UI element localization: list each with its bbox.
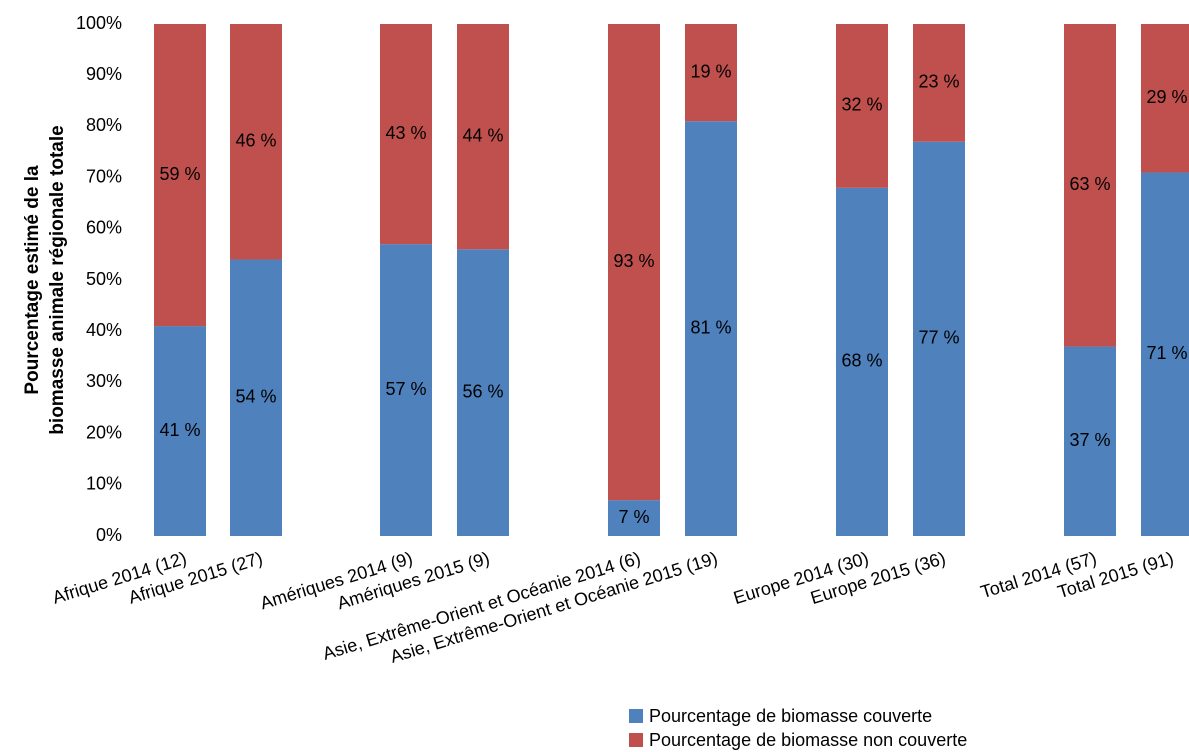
bar-segment-not-covered [380,24,432,245]
y-axis-title: Pourcentage estimé de la biomasse animale… [22,125,68,434]
y-axis-ticks: 0% 10% 20% 30% 40% 50% 60% 70% 80% 90% 100% [76,13,122,545]
data-label-covered: 37 % [1069,430,1110,450]
bar-segment-covered [457,249,509,536]
bar-segment-not-covered [457,24,509,250]
legend-swatch-not-covered [629,733,643,747]
data-label-covered: 7 % [618,507,649,527]
bar-segment-covered [836,187,888,536]
legend-item-not-covered: Pourcentage de biomasse non couverte [629,728,967,752]
data-label-covered: 71 % [1146,343,1187,363]
data-label-covered: 41 % [159,420,200,440]
bar-segment-covered [1064,346,1116,536]
bar-segment-covered [608,500,660,536]
bar-segment-not-covered [913,24,965,142]
bar-segment-not-covered [836,24,888,188]
data-label-not-covered: 59 % [159,164,200,184]
data-label-not-covered: 46 % [235,131,276,151]
bar-segment-covered [685,121,737,536]
data-label-not-covered: 44 % [462,125,503,145]
y-axis-title-line-2: biomasse animale régionale totale [47,125,68,434]
bar-segment-covered [913,141,965,536]
y-tick-label: 100% [76,13,122,33]
y-axis-title-line-1: Pourcentage estimé de la [22,165,43,395]
y-tick-label: 30% [86,371,122,391]
bars [154,24,1189,537]
bar-segment-not-covered [230,24,282,260]
data-label-covered: 68 % [841,351,882,371]
bar-segment-covered [380,244,432,536]
y-tick-label: 40% [86,320,122,340]
data-label-covered: 57 % [385,379,426,399]
bar-segment-covered [230,259,282,536]
y-tick-label: 80% [86,115,122,135]
data-label-not-covered: 29 % [1146,87,1187,107]
data-label-not-covered: 19 % [690,61,731,81]
y-tick-label: 10% [86,474,122,494]
data-label-not-covered: 93 % [613,251,654,271]
bar-segment-not-covered [154,24,206,327]
data-label-not-covered: 23 % [918,72,959,92]
legend: Pourcentage de biomasse couverte Pourcen… [629,704,967,752]
y-tick-label: 20% [86,422,122,442]
legend-swatch-covered [629,709,643,723]
bar-segment-not-covered [608,24,660,501]
bar-segment-not-covered [1141,24,1189,173]
data-labels: 41 % 59 % 54 % 46 % 57 % 43 % 56 % 44 % 7 % 93 % 8… [159,61,1187,526]
data-label-covered: 77 % [918,328,959,348]
y-tick-label: 70% [86,166,122,186]
bar-segment-not-covered [685,24,737,122]
bar-segment-covered [154,326,206,536]
y-tick-label: 0% [96,525,122,545]
legend-label-not-covered: Pourcentage de biomasse non couverte [649,730,968,750]
data-label-not-covered: 32 % [841,95,882,115]
legend-label-covered: Pourcentage de biomasse couverte [649,706,933,726]
y-tick-label: 60% [86,218,122,238]
data-label-covered: 54 % [235,387,276,407]
x-axis-ticks: Afrique 2014 (12)Afrique 2015 (27)Amériq… [50,548,1176,667]
bar-segment-not-covered [1064,24,1116,347]
data-label-covered: 56 % [462,381,503,401]
bar-segment-covered [1141,172,1189,537]
y-tick-label: 90% [86,64,122,84]
data-label-not-covered: 63 % [1069,174,1110,194]
data-label-covered: 81 % [690,317,731,337]
data-label-not-covered: 43 % [385,123,426,143]
legend-item-covered: Pourcentage de biomasse couverte [629,704,967,728]
y-tick-label: 50% [86,269,122,289]
